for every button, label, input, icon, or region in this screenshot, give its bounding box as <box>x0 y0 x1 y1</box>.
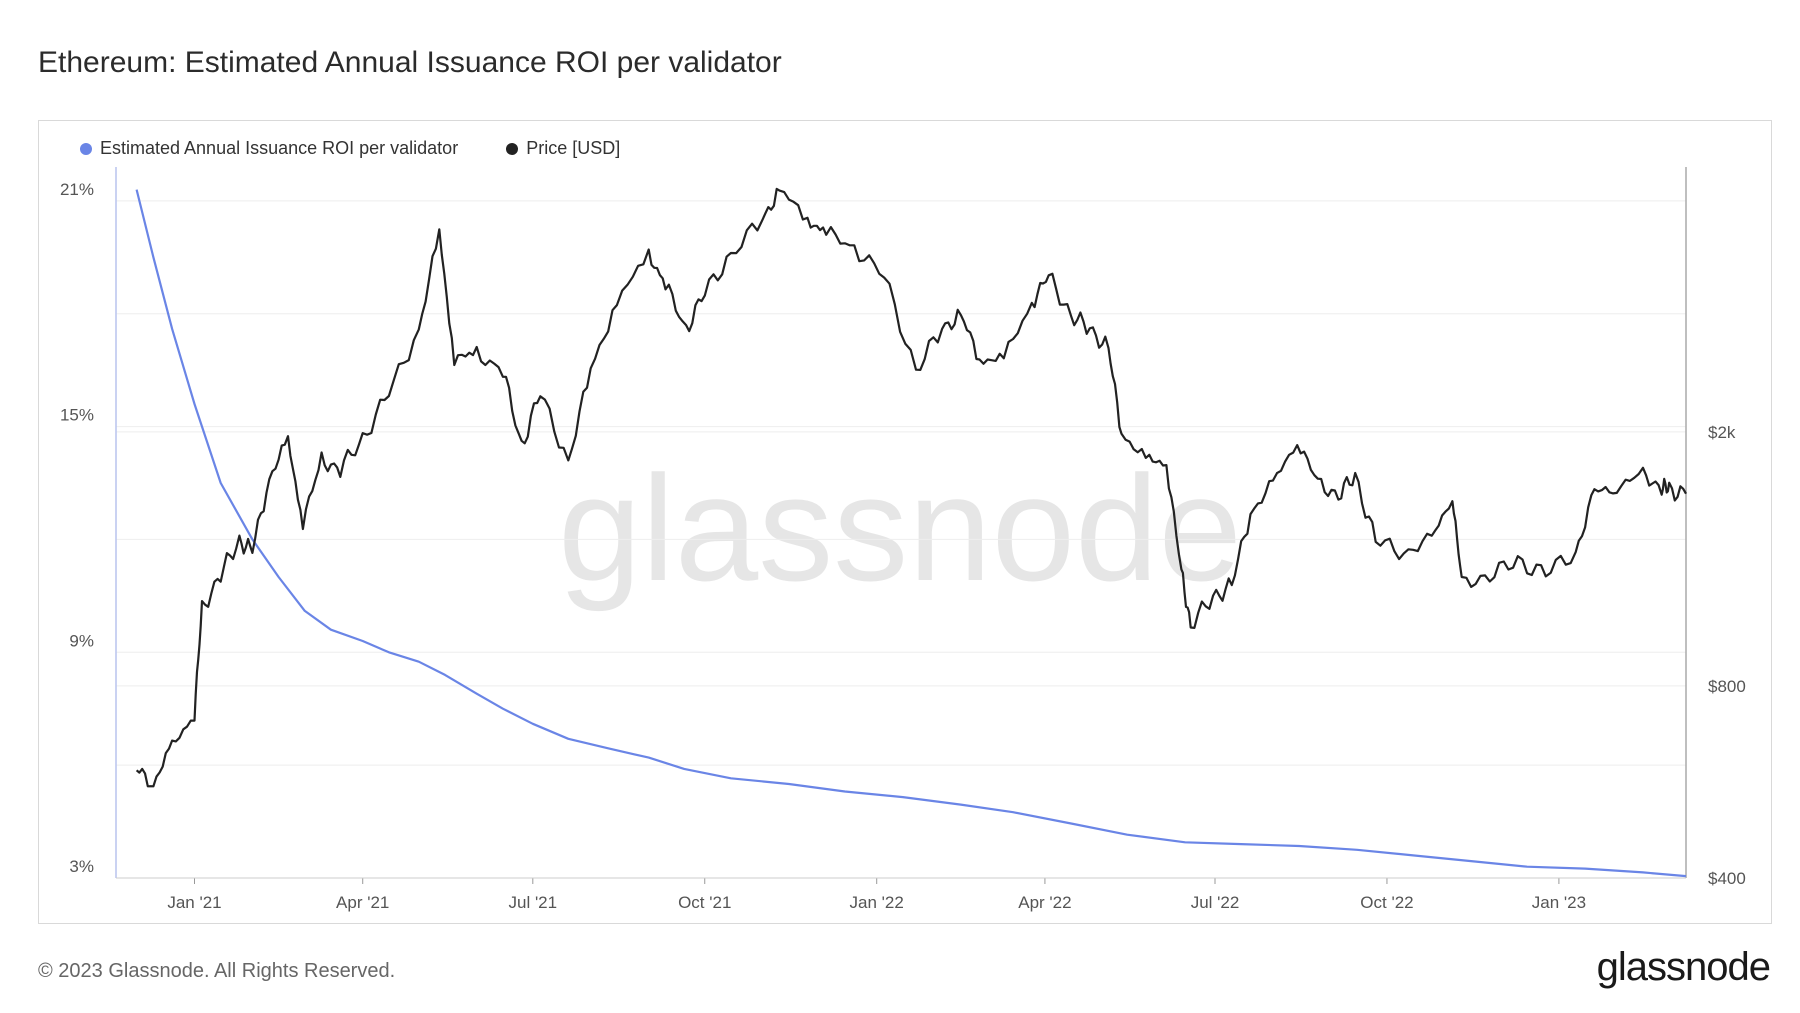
x-tick-label: Apr '21 <box>336 893 389 912</box>
watermark: glassnode <box>558 444 1242 612</box>
x-tick-label: Jul '22 <box>1191 893 1240 912</box>
chart-legend: Estimated Annual Issuance ROI per valida… <box>80 138 620 159</box>
x-tick-label: Jan '23 <box>1532 893 1586 912</box>
tick-labels: 3% 9% 15% 21% $400 $800 $2k Jan '21 Apr '21 Jul '… <box>60 180 1746 912</box>
legend-dot-roi <box>80 142 92 155</box>
y-right-tick-label: $400 <box>1708 869 1746 888</box>
y-left-tick-label: 21% <box>60 180 94 199</box>
legend-label-price: Price [USD] <box>526 138 621 158</box>
x-tick-label: Oct '22 <box>1360 893 1413 912</box>
x-tick-label: Jan '22 <box>850 893 904 912</box>
x-tick-label: Oct '21 <box>678 893 731 912</box>
x-tick-label: Jul '21 <box>508 893 557 912</box>
x-tick-label: Jan '21 <box>167 893 221 912</box>
axes <box>115 167 1687 884</box>
page-title: Ethereum: Estimated Annual Issuance ROI … <box>38 46 782 79</box>
series-lines <box>135 187 1687 878</box>
y-right-tick-label: $2k <box>1708 423 1736 442</box>
y-left-tick-label: 3% <box>69 857 94 876</box>
price-series-line <box>135 187 1687 788</box>
chart-frame <box>38 120 1772 924</box>
y-left-tick-label: 9% <box>69 631 94 650</box>
glassnode-logo[interactable]: glassnode <box>1596 945 1771 989</box>
legend-item-price[interactable]: Price [USD] <box>506 138 620 159</box>
copyright-footer: © 2023 Glassnode. All Rights Reserved. <box>38 960 396 982</box>
y-left-tick-label: 15% <box>60 406 94 425</box>
legend-label-roi: Estimated Annual Issuance ROI per valida… <box>100 138 459 158</box>
legend-dot-price <box>506 142 519 155</box>
roi-series-line <box>135 189 1687 878</box>
legend-item-roi[interactable]: Estimated Annual Issuance ROI per valida… <box>80 138 458 159</box>
x-tick-label: Apr '22 <box>1018 893 1071 912</box>
y-right-tick-label: $800 <box>1708 677 1746 696</box>
grid-lines <box>116 200 1686 879</box>
